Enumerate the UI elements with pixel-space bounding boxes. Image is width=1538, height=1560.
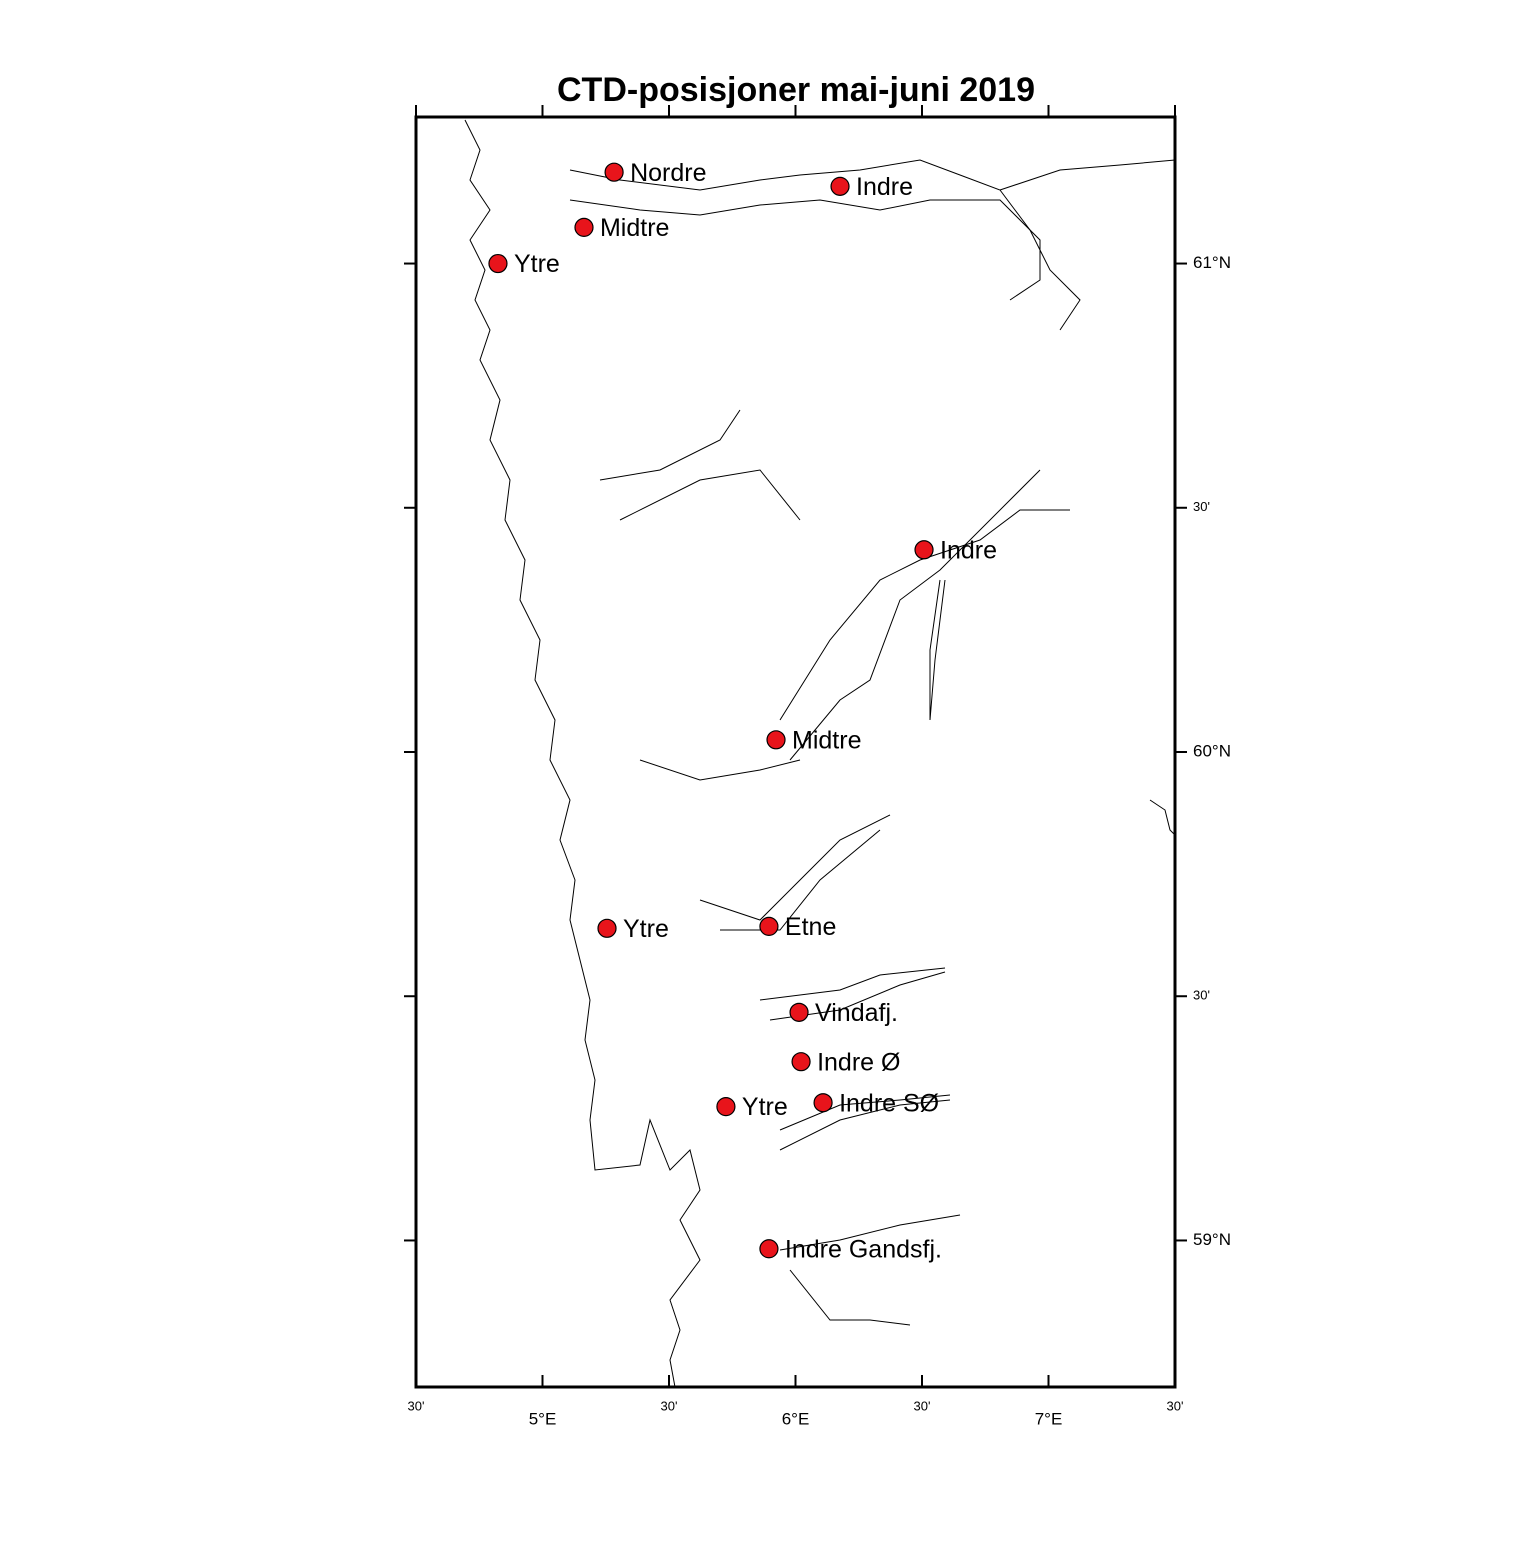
station-marker [597,918,617,938]
station-label: Midtre [792,726,861,754]
station-marker [488,253,508,274]
station-marker [716,1097,736,1117]
x-tick-label: 7°E [1035,1409,1063,1428]
x-tick-label: 30' [914,1398,931,1413]
y-tick-label: 30' [1193,988,1210,1003]
station-marker [759,1239,779,1259]
station-label: Etne [785,913,836,941]
coastline [464,119,1176,1388]
y-tick-label: 61°N [1193,253,1231,272]
station-marker [759,916,779,936]
map-title: CTD-posisjoner mai-juni 2019 [557,71,1035,109]
station-label: Midtre [600,214,669,242]
station-label: Indre [940,536,997,564]
station-label: Indre [856,173,913,201]
station-marker [766,730,786,750]
station-label: Ytre [623,915,669,943]
station-label: Ytre [514,250,560,278]
x-tick-label: 30' [1167,1398,1184,1413]
station-label: Indre SØ [839,1089,939,1117]
station-marker [914,540,934,560]
station-marker [813,1093,833,1113]
station-marker [789,1002,809,1022]
y-tick-label: 59°N [1193,1230,1231,1249]
station-label: Indre Gandsfj. [785,1235,942,1263]
x-tick-label: 30' [408,1398,425,1413]
station-marker [791,1052,811,1072]
station-marker [604,162,624,182]
station-label: Ytre [742,1093,788,1121]
station-label: Vindafj. [815,999,898,1027]
station-label: Nordre [630,159,706,187]
station-marker [830,176,850,196]
x-tick-label: 5°E [529,1409,557,1428]
y-tick-label: 60°N [1193,741,1231,760]
station-marker [574,217,594,237]
station-label: Indre Ø [817,1048,900,1076]
x-tick-label: 30' [661,1398,678,1413]
x-tick-label: 6°E [782,1409,810,1428]
y-tick-label: 30' [1193,499,1210,514]
